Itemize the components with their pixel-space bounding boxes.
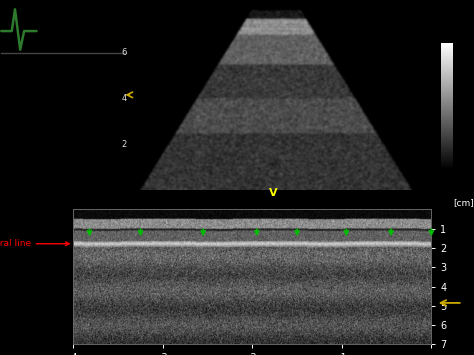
Text: 4: 4 (121, 94, 127, 103)
Text: famus: famus (40, 16, 127, 40)
Text: [cm]: [cm] (453, 198, 474, 207)
Text: 6: 6 (121, 48, 127, 57)
Text: 2: 2 (121, 140, 127, 149)
Text: V: V (269, 188, 278, 198)
Text: pleural line: pleural line (0, 239, 69, 248)
